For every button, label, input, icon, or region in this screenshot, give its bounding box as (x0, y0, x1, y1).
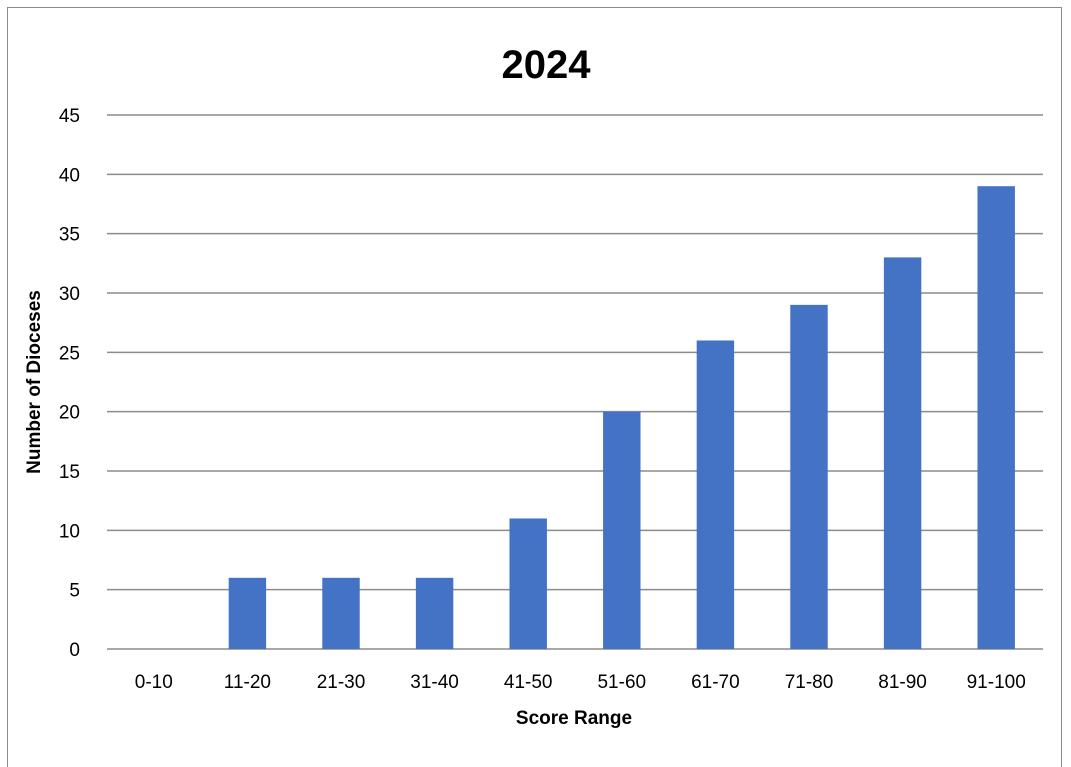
bar-41-50 (509, 518, 547, 649)
bars (228, 186, 1015, 649)
x-tick-label: 41-50 (504, 672, 553, 693)
bar-21-30 (322, 577, 360, 649)
bar-31-40 (415, 577, 454, 649)
x-tick-label: 71-80 (785, 672, 834, 693)
x-axis-ticks: 0-10 11-20 21-30 31-40 41-50 51-60 61-70 71-80 8… (135, 672, 1026, 693)
x-tick-label: 51-60 (597, 672, 646, 693)
bar-91-100 (977, 186, 1015, 649)
x-axis-title: Score Range (516, 708, 632, 729)
y-tick-label: 40 (59, 165, 80, 186)
x-tick-label: 21-30 (317, 672, 366, 693)
y-tick-label: 25 (59, 343, 80, 364)
bar-71-80 (790, 304, 828, 649)
y-tick-label: 35 (59, 225, 80, 246)
x-tick-label: 81-90 (878, 672, 927, 693)
x-tick-label: 11-20 (224, 672, 271, 693)
x-tick-label: 31-40 (410, 672, 459, 693)
chart-title: 2024 (502, 43, 592, 87)
y-tick-label: 45 (59, 106, 80, 127)
y-tick-label: 15 (59, 462, 80, 483)
y-axis-title: Number of Dioceses (24, 290, 45, 474)
x-tick-label: 61-70 (691, 672, 740, 693)
chart-frame (7, 7, 1062, 767)
bar-61-70 (696, 340, 735, 649)
y-tick-label: 20 (59, 403, 80, 424)
x-tick-label: 91-100 (967, 672, 1026, 693)
y-axis-ticks: 0 5 10 15 20 25 30 35 40 45 (59, 106, 80, 661)
bar-51-60 (603, 411, 641, 649)
x-tick-label: 0-10 (135, 672, 173, 693)
bar-11-20 (228, 577, 267, 649)
y-tick-label: 5 (69, 581, 80, 602)
y-tick-label: 0 (69, 640, 80, 661)
bar-81-90 (883, 257, 922, 649)
y-tick-label: 30 (59, 284, 80, 305)
y-tick-label: 10 (59, 521, 80, 542)
